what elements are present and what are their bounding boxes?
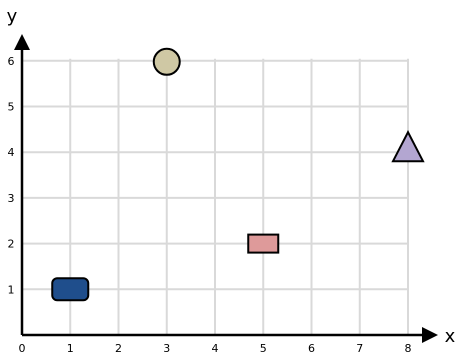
y-tick-label: 5 xyxy=(8,101,15,114)
y-axis-label: y xyxy=(7,6,18,27)
x-tick-label: 2 xyxy=(115,342,122,355)
axes: x y xyxy=(7,6,456,347)
x-axis-label: x xyxy=(445,326,456,347)
x-tick-label: 5 xyxy=(260,342,267,355)
y-tick-label: 3 xyxy=(8,192,15,205)
x-tick-label: 7 xyxy=(356,342,363,355)
x-tick-label: 0 xyxy=(19,342,26,355)
shapes xyxy=(51,47,425,302)
y-tick-label: 2 xyxy=(8,238,15,251)
y-tick-label: 6 xyxy=(8,55,15,68)
x-tick-label: 3 xyxy=(163,342,170,355)
y-axis-arrow xyxy=(14,34,30,50)
x-axis-arrow xyxy=(422,327,438,343)
grid xyxy=(22,58,409,335)
x-tick-label: 6 xyxy=(308,342,315,355)
rectangle-shape xyxy=(247,233,280,254)
triangle-shape xyxy=(391,130,425,163)
tick-labels: 0 1 2 3 4 5 6 7 8 1 2 3 4 5 6 xyxy=(8,55,412,355)
y-tick-label: 1 xyxy=(8,283,15,296)
circle-shape xyxy=(152,47,181,76)
x-tick-label: 4 xyxy=(212,342,219,355)
y-tick-label: 4 xyxy=(8,146,15,159)
x-tick-label: 1 xyxy=(67,342,74,355)
x-tick-label: 8 xyxy=(405,342,412,355)
rounded-rectangle-shape xyxy=(51,277,90,302)
